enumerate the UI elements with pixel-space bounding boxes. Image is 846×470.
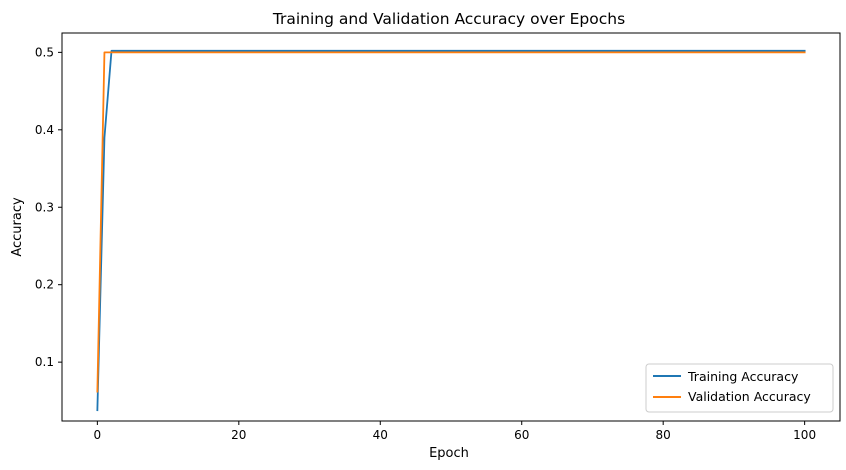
y-tick-label: 0.3 bbox=[35, 200, 54, 214]
x-axis-label: Epoch bbox=[429, 446, 469, 461]
x-tick-label: 80 bbox=[656, 428, 671, 442]
y-tick-label: 0.5 bbox=[35, 45, 54, 59]
x-axis-ticks: 0 20 40 60 80 100 bbox=[94, 421, 816, 442]
y-tick-label: 0.4 bbox=[35, 123, 54, 137]
legend-label-training: Training Accuracy bbox=[687, 369, 799, 384]
legend: Training Accuracy Validation Accuracy bbox=[645, 363, 834, 413]
series-layer bbox=[96, 49, 806, 412]
y-axis-ticks: 0.1 0.2 0.3 0.4 0.5 bbox=[35, 45, 62, 369]
x-tick-label: 60 bbox=[514, 428, 529, 442]
series-line-training bbox=[96, 49, 806, 412]
legend-box bbox=[645, 363, 834, 413]
y-tick-label: 0.2 bbox=[35, 278, 54, 292]
plot-area bbox=[61, 32, 841, 422]
legend-label-validation: Validation Accuracy bbox=[688, 389, 811, 404]
y-tick-label: 0.1 bbox=[35, 355, 54, 369]
plot-background bbox=[62, 33, 840, 421]
y-axis-label: Accuracy bbox=[10, 197, 25, 257]
chart-title: Training and Validation Accuracy over Ep… bbox=[272, 10, 625, 28]
x-tick-label: 100 bbox=[793, 428, 816, 442]
plot-frame bbox=[61, 32, 841, 422]
x-tick-label: 20 bbox=[231, 428, 246, 442]
series-line-validation bbox=[96, 51, 806, 393]
x-tick-label: 40 bbox=[373, 428, 388, 442]
x-tick-label: 0 bbox=[94, 428, 102, 442]
